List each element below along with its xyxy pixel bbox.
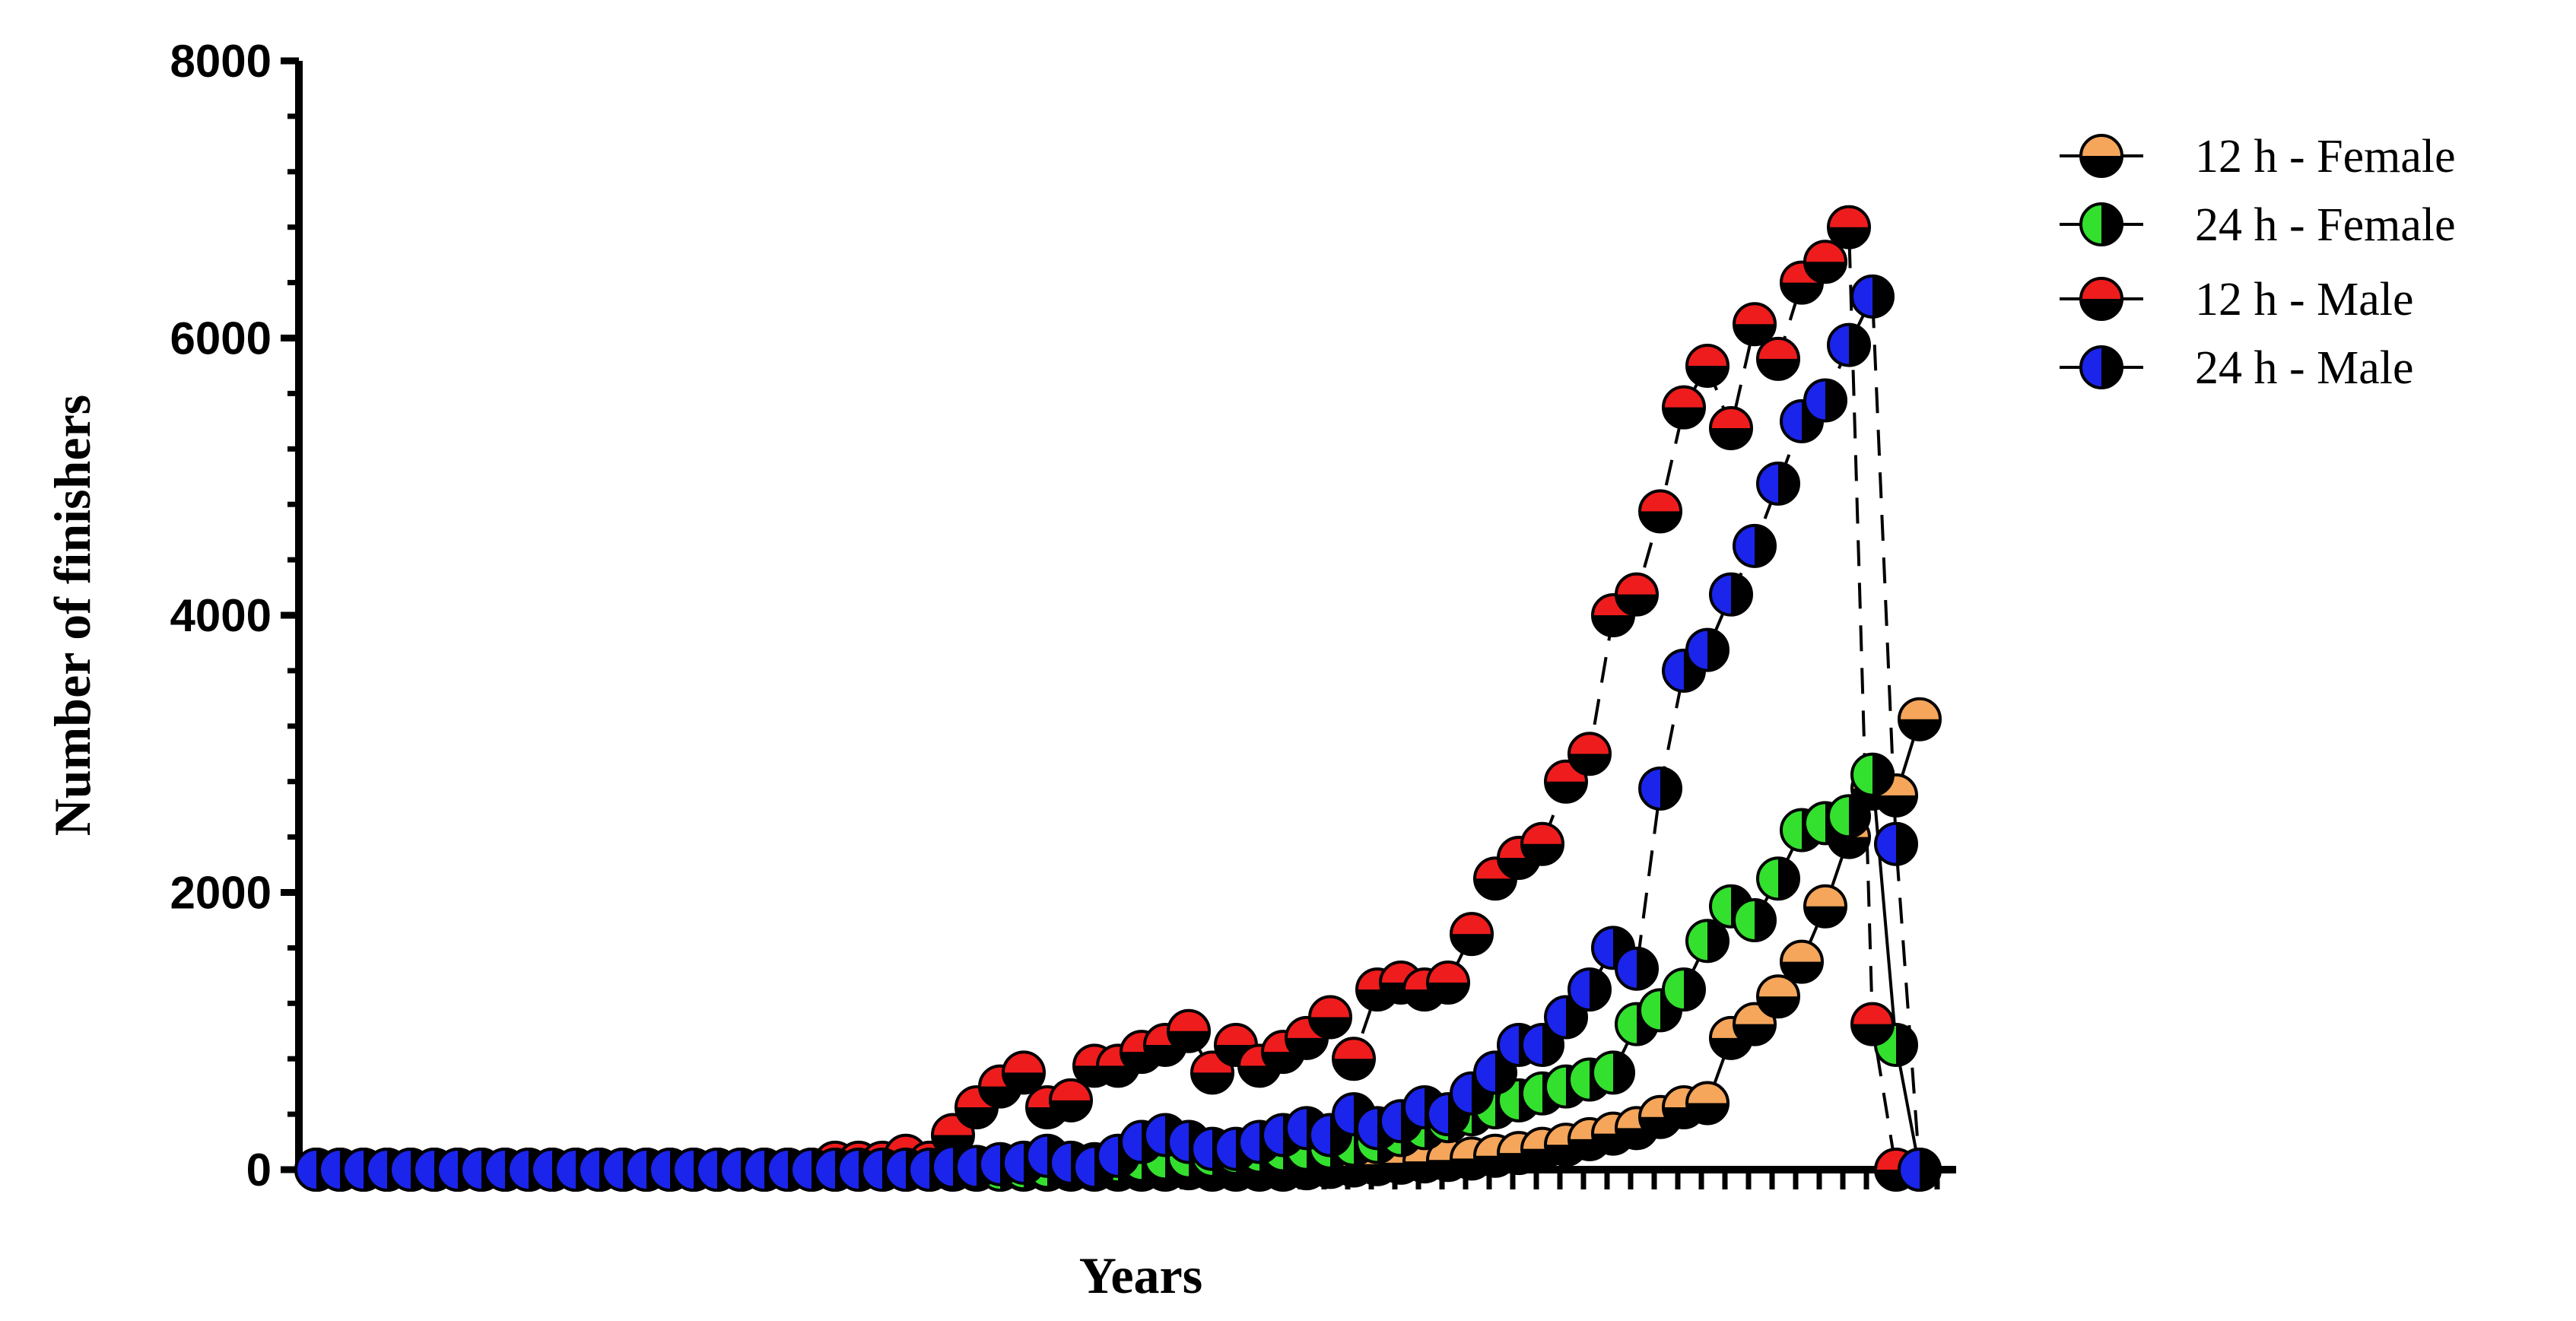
legend-label: 24 h - Male <box>2195 342 2414 394</box>
series-1-point <box>1756 856 1800 901</box>
y-tick-label: 2000 <box>170 868 272 919</box>
y-tick-label: 4000 <box>170 590 272 641</box>
series-2-point <box>1662 385 1706 430</box>
legend: 12 h - Female 24 h - Female 12 h - Male 24 … <box>2060 131 2456 394</box>
series-3-point <box>1308 1113 1352 1157</box>
legend-marker <box>2079 277 2123 321</box>
series-2-point <box>1733 302 1777 347</box>
series-2-point <box>1049 1078 1093 1123</box>
series-markers <box>294 205 1942 1192</box>
series-1-point <box>1850 752 1895 797</box>
legend-marker <box>2079 134 2123 178</box>
series-3-point <box>1874 821 1918 866</box>
series-3-point <box>1568 967 1612 1012</box>
series-3-point <box>1803 378 1847 423</box>
series-2-point <box>1520 821 1564 866</box>
series-2-point <box>1332 1037 1376 1081</box>
series-3-point <box>1850 274 1895 319</box>
series-0-point <box>1685 1081 1730 1126</box>
y-tick-label: 8000 <box>170 36 272 87</box>
series-3-point <box>1615 946 1659 991</box>
series-2-point <box>1850 1002 1895 1046</box>
y-axis-title: Number of finishers <box>43 395 101 837</box>
series-2-point <box>1308 995 1352 1040</box>
series-3-point <box>1827 322 1871 367</box>
y-tick-label: 6000 <box>170 313 272 364</box>
legend-marker <box>2079 202 2123 246</box>
series-1-point <box>1685 919 1730 964</box>
series-3-point <box>1638 766 1682 811</box>
series-2-point <box>1002 1050 1046 1095</box>
series-2-point <box>1167 1008 1211 1053</box>
series-lines <box>316 222 1921 1171</box>
series-0-point <box>1803 884 1847 929</box>
series-2-point <box>1685 343 1730 388</box>
series-3-point <box>1709 572 1753 617</box>
series-3-point <box>1756 461 1800 506</box>
series-2-point <box>1638 489 1682 534</box>
legend-label: 24 h - Female <box>2195 199 2456 251</box>
series-1-point <box>1662 967 1706 1012</box>
legend-label: 12 h - Male <box>2195 274 2414 325</box>
series-2-point <box>1426 960 1470 1005</box>
series-0-point <box>1615 1106 1659 1151</box>
y-ticks: 0 2000 4000 6000 8000 <box>170 36 299 1196</box>
series-3-point <box>1544 995 1588 1040</box>
series-3-point <box>1898 1148 1942 1192</box>
series-2-point <box>1756 336 1800 381</box>
series-2-point <box>1615 572 1659 617</box>
series-1-point <box>1827 794 1871 839</box>
legend-label: 12 h - Female <box>2195 131 2456 183</box>
series-0-point <box>1780 939 1824 984</box>
series-2-point <box>1709 405 1753 450</box>
series-1-point <box>1733 897 1777 942</box>
series-2-point <box>1568 732 1612 776</box>
legend-marker <box>2079 345 2123 389</box>
series-0-point <box>1756 974 1800 1019</box>
axes: 0 2000 4000 6000 8000 <box>170 36 1956 1196</box>
series-2-point <box>1450 912 1494 957</box>
series-1-point <box>1803 801 1847 846</box>
series-1-point <box>1591 1050 1635 1095</box>
series-0-point <box>1898 697 1942 741</box>
series-3-point <box>1685 627 1730 672</box>
series-3-point <box>1733 523 1777 568</box>
series-2-point <box>1827 205 1871 249</box>
series-2-point <box>1803 240 1847 284</box>
y-tick-label: 0 <box>246 1145 272 1196</box>
x-axis-title: Years <box>1079 1246 1202 1304</box>
